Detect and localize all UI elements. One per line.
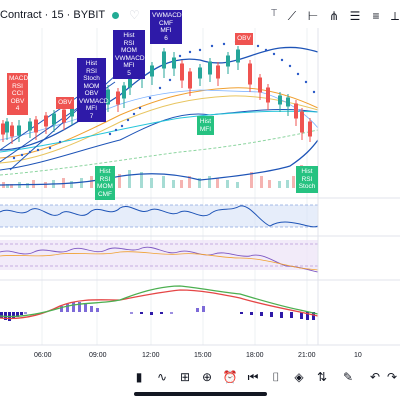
signal-label-obv-right: OBV: [235, 33, 253, 45]
brackets-icon[interactable]: ⌷: [272, 370, 280, 384]
text-icon[interactable]: ≡: [372, 9, 380, 23]
horizontal-line-icon[interactable]: ⊢: [307, 9, 319, 23]
layouts-icon[interactable]: ⊞: [179, 370, 191, 384]
add-icon[interactable]: ⊕: [201, 370, 213, 384]
price-chart[interactable]: [0, 28, 400, 350]
symbol-title[interactable]: Contract · 15 · BYBIT: [0, 9, 106, 21]
home-indicator: [134, 392, 267, 396]
oscillator-pane-2: [0, 235, 400, 273]
signal-label-hist-rsi-mom-cmf: Hist RSI MOM CMF: [95, 166, 115, 200]
settings-icon[interactable]: ⇅: [316, 370, 328, 384]
candles-icon[interactable]: ▮: [135, 370, 143, 384]
ruler-icon[interactable]: ⟂: [390, 9, 399, 23]
moving-averages: [0, 87, 319, 176]
replay-icon[interactable]: ⏮: [247, 370, 259, 384]
indicators-icon[interactable]: ∿: [156, 370, 168, 384]
fib-retracement-icon[interactable]: ☰: [349, 9, 361, 23]
alert-icon[interactable]: ⏰: [222, 370, 238, 384]
signal-label-hist-rsi-mom: Hist RSI MOM VWMACD MFI 5: [113, 30, 145, 79]
time-label-1200: 12:00: [142, 352, 160, 359]
parabolic-sar: [12, 40, 316, 160]
signal-label-hist-rsi-stoch: Hist RSI Stoch MOM OBV VWMACD MFI 7: [77, 58, 109, 122]
time-label-2100: 21:00: [298, 352, 316, 359]
macd-pane: [0, 279, 400, 321]
layers-icon[interactable]: ◈: [294, 370, 304, 384]
signal-label-hist-rsi-stoch-bottom: Hist RSI Stoch: [296, 166, 318, 193]
market-status-dot: [112, 12, 119, 19]
signal-label-macd-rsi-cci-obv: MACD RSI CCI OBV 4: [7, 73, 28, 115]
time-label-0900: 09:00: [89, 352, 107, 359]
undo-icon[interactable]: ↶: [369, 370, 381, 384]
signal-label-hist-mfi: Hist MFI: [197, 116, 214, 135]
time-label-0600: 06:00: [34, 352, 52, 359]
header-menu-label[interactable]: T: [271, 8, 278, 19]
signal-label-vwmacd-cmf-mfi: VWMACD CMF MFI 6: [150, 10, 182, 44]
time-label-day: 10: [354, 352, 362, 359]
oscillator-pane-1: [0, 197, 400, 228]
time-label-1800: 18:00: [246, 352, 264, 359]
redo-icon[interactable]: ↷: [386, 370, 398, 384]
time-label-1500: 15:00: [194, 352, 212, 359]
favorite-heart-icon[interactable]: ♡: [129, 8, 140, 22]
pitchfork-icon[interactable]: ⋔: [328, 9, 340, 23]
signal-label-obv-left: OBV: [56, 97, 74, 109]
drawing-icon[interactable]: ✎: [342, 370, 354, 384]
trend-line-icon[interactable]: ⟋: [287, 9, 297, 23]
